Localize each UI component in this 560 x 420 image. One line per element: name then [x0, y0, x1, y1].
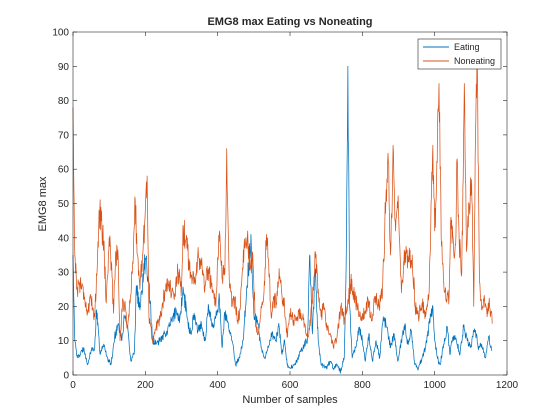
y-tick-label: 50 [58, 199, 70, 210]
x-tick-label: 0 [70, 380, 76, 391]
y-tick-label: 10 [58, 336, 70, 347]
x-tick-label: 1200 [496, 380, 519, 391]
chart-title: EMG8 max Eating vs Noneating [207, 16, 372, 28]
legend: Eating Noneating [418, 39, 501, 69]
y-tick-label: 80 [58, 96, 70, 107]
y-tick-label: 60 [58, 165, 70, 176]
x-tick-label: 400 [209, 380, 226, 391]
y-tick-label: 30 [58, 268, 70, 279]
y-tick-label: 20 [58, 302, 70, 313]
y-tick-label: 100 [52, 28, 69, 39]
legend-label-noneating: Noneating [454, 56, 495, 66]
x-tick-label: 800 [354, 380, 371, 391]
plot-area [73, 32, 507, 375]
x-axis-label: Number of samples [242, 394, 338, 406]
legend-label-eating: Eating [454, 42, 480, 52]
x-tick-label: 600 [282, 380, 299, 391]
x-tick-label: 1000 [424, 380, 447, 391]
x-tick-label: 200 [137, 380, 154, 391]
y-tick-label: 0 [63, 371, 69, 382]
y-tick-label: 90 [58, 62, 70, 73]
y-axis-label: EMG8 max [37, 176, 49, 232]
y-tick-label: 70 [58, 130, 70, 141]
y-tick-label: 40 [58, 233, 70, 244]
